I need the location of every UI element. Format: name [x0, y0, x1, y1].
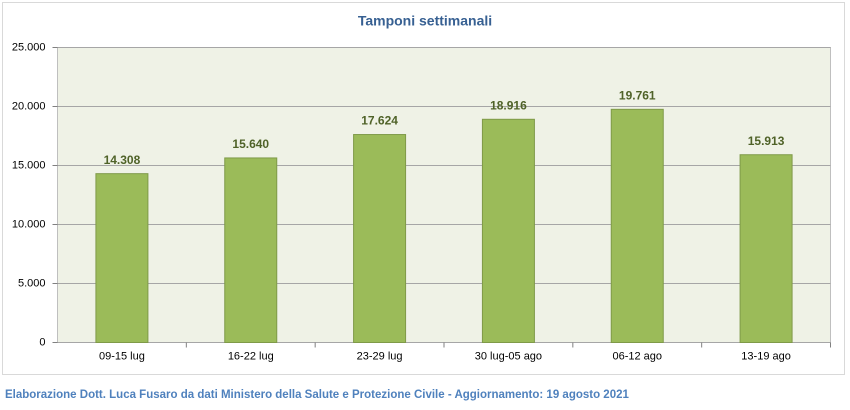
footer: Elaborazione Dott. Luca Fusaro da dati M… — [5, 389, 629, 401]
plot-area — [57, 47, 831, 343]
x-tick-label: 13-19 ago — [741, 350, 791, 362]
y-tick-label: 5.000 — [18, 277, 46, 289]
value-label: 14.308 — [104, 153, 141, 167]
value-label: 15.913 — [748, 134, 785, 148]
x-tick-label: 30 lug-05 ago — [475, 350, 542, 362]
value-label: 18.916 — [490, 98, 527, 112]
bar — [95, 173, 149, 343]
bar — [481, 118, 535, 343]
y-tick-label: 25.000 — [12, 41, 46, 53]
bar — [353, 134, 407, 343]
value-label: 17.624 — [361, 114, 398, 128]
bar — [610, 108, 664, 343]
y-tick-label: 20.000 — [12, 100, 46, 112]
x-tick-label: 06-12 ago — [612, 350, 662, 362]
x-tick-label: 23-29 lug — [357, 350, 403, 362]
bar — [739, 154, 793, 343]
bar — [224, 157, 278, 343]
value-label: 15.640 — [232, 137, 269, 151]
y-tick-label: 10.000 — [12, 218, 46, 230]
x-tick-label: 16-22 lug — [228, 350, 274, 362]
x-tick-label: 09-15 lug — [99, 350, 145, 362]
y-tick-label: 0 — [39, 336, 45, 348]
y-tick-label: 15.000 — [12, 159, 46, 171]
value-label: 19.761 — [619, 88, 656, 102]
chart-title: Tamponi settimanali — [358, 13, 492, 29]
